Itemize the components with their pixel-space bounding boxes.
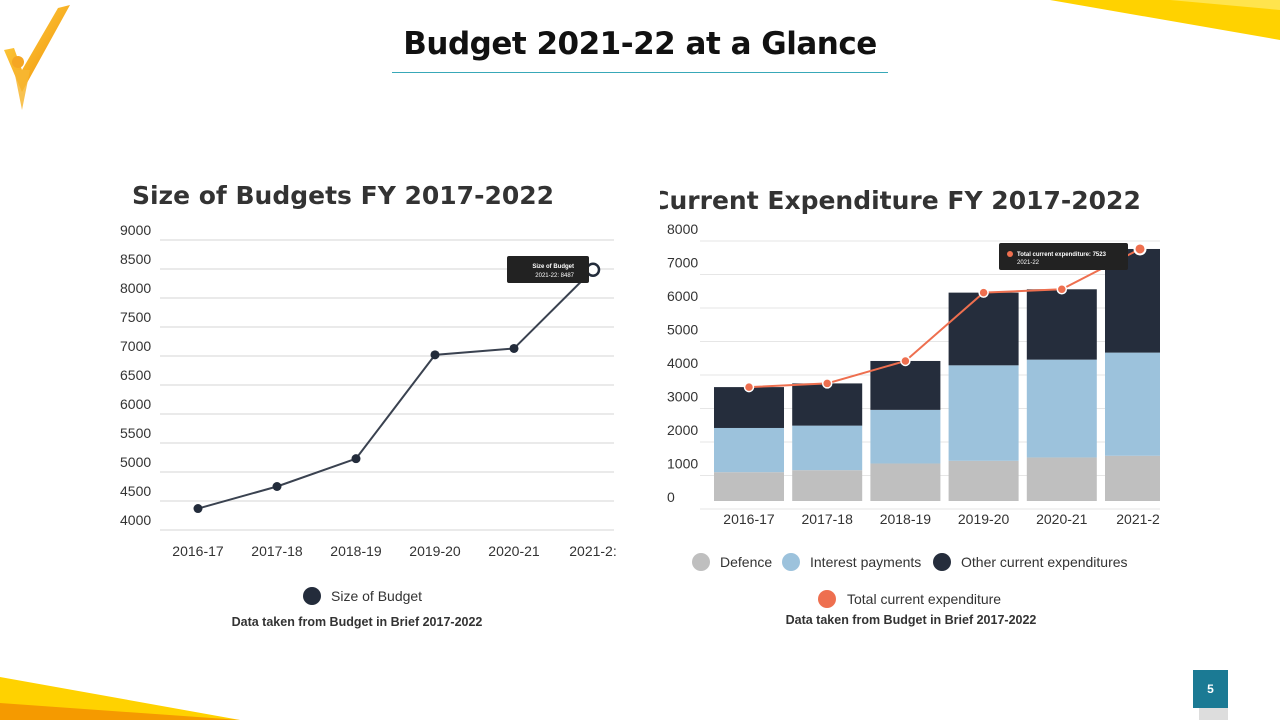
tooltip-title: Size of Budget [532,264,574,270]
y-tick-label: 2000 [667,422,698,438]
bar-interest-payments-2019-20[interactable] [948,365,1019,461]
legend-marker-size-of-budget [303,587,321,605]
bar-defence-2018-19[interactable] [870,463,941,501]
x-tick-label: 2021-2: [569,543,616,559]
bar-defence-2016-17[interactable] [714,472,784,501]
y-tick-label: 6000 [667,288,698,304]
line-point-2019-20[interactable] [978,287,989,298]
tooltip-label: 2021-22: 8487 [535,273,574,279]
data-point-2018-19[interactable] [351,454,361,464]
data-point-2017-18[interactable] [272,482,282,491]
legend-marker-other-current-expenditures [933,553,951,571]
data-point-2020-21[interactable] [509,343,519,353]
y-tick-label: 9000 [120,222,151,238]
legend-label: Other current expenditures [961,554,1128,570]
line-point-2016-17[interactable] [743,381,755,393]
y-tick-label: 6000 [120,396,151,412]
legend-label: Total current expenditure [847,591,1001,607]
x-tick-label: 2019-20 [409,543,461,559]
bar-interest-payments-2020-21[interactable] [1026,359,1097,458]
page-number-badge: 5 [1193,670,1228,708]
y-tick-label: 4000 [667,355,698,371]
bottom-left-accent [0,677,240,720]
bar-interest-payments-2021-22[interactable] [1105,352,1160,456]
y-tick-label: 8000 [120,280,151,296]
legend-marker-interest-payments [782,553,800,571]
bar-defence-2019-20[interactable] [948,460,1019,501]
tooltip: Size of Budget 2021-22: 8487 [507,256,589,283]
y-tick-label: 6500 [120,367,151,383]
slide-title: Budget 2021-22 at a Glance [403,26,877,62]
line-point-2020-21[interactable] [1056,284,1068,295]
x-tick-label: 2021-2: [1116,511,1160,527]
bar-other-current-expenditures-2019-20[interactable] [948,292,1019,366]
data-point-2019-20[interactable] [430,350,440,360]
x-tick-label: 2016-17 [172,543,224,559]
bar-other-current-expenditures-2016-17[interactable] [714,387,784,428]
bar-defence-2020-21[interactable] [1026,457,1097,501]
data-point-2016-17[interactable] [193,504,203,514]
series-line-total-current-expenditure [748,248,1141,389]
legend-label: Defence [720,554,772,570]
bar-defence-2017-18[interactable] [792,470,863,501]
series-line-size-of-budget [197,269,594,510]
y-tick-label: 0 [667,489,675,505]
x-tick-label: 2018-19 [330,543,382,559]
tooltip-title: Total current expenditure: 7523 [1017,252,1107,258]
current-expenditure-chart: Current Expenditure FY 2017-2022 8000 700… [660,186,1160,627]
title-underline [392,72,888,73]
bar-other-current-expenditures-2020-21[interactable] [1026,289,1097,360]
line-point-2018-19[interactable] [900,355,911,367]
y-tick-label: 4000 [120,512,151,528]
bar-interest-payments-2018-19[interactable] [870,409,941,464]
legend-marker-defence [692,553,710,571]
y-tick-label: 7500 [120,309,151,325]
y-tick-label: 5500 [120,425,151,441]
page-number-strip [1199,708,1228,720]
x-tick-label: 2017-18 [251,543,303,559]
bar-other-current-expenditures-2017-18[interactable] [792,383,863,426]
y-tick-label: 3000 [667,389,698,405]
chart-title: Current Expenditure FY 2017-2022 [660,186,1141,215]
y-tick-label: 5000 [667,322,698,338]
y-tick-label: 8500 [120,251,151,267]
legend-marker-total-current-expenditure [818,590,836,608]
y-tick-label: 7000 [667,255,698,271]
x-tick-label: 2018-19 [880,511,932,527]
line-point-2021-22[interactable] [1133,242,1147,256]
chart-title: Size of Budgets FY 2017-2022 [132,181,554,210]
legend-label: Interest payments [810,554,921,570]
bar-other-current-expenditures-2018-19[interactable] [870,360,941,410]
x-tick-label: 2020-21 [1036,511,1088,527]
bar-interest-payments-2017-18[interactable] [792,425,863,471]
x-tick-label: 2019-20 [958,511,1010,527]
bar-interest-payments-2016-17[interactable] [714,427,784,473]
y-tick-label: 4500 [120,483,151,499]
y-tick-label: 8000 [667,221,698,237]
line-point-2017-18[interactable] [821,378,833,389]
y-tick-label: 7000 [120,338,151,354]
chart-source-note: Data taken from Budget in Brief 2017-202… [786,613,1037,627]
bar-defence-2021-22[interactable] [1105,455,1160,501]
legend-label-size-of-budget: Size of Budget [331,588,422,604]
y-tick-label: 5000 [120,454,151,470]
y-tick-label: 1000 [667,456,698,472]
checkmark-logo-icon [4,5,70,110]
tooltip-label: 2021-22 [1017,260,1040,266]
chart-source-note: Data taken from Budget in Brief 2017-202… [232,615,483,629]
size-of-budgets-chart: Size of Budgets FY 2017-2022 9000 8500 800… [120,181,617,629]
top-right-accent [1050,0,1280,40]
tooltip: Total current expenditure: 7523 2021-22 [999,243,1128,270]
x-tick-label: 2017-18 [802,511,854,527]
x-tick-label: 2020-21 [488,543,540,559]
x-tick-label: 2016-17 [723,511,775,527]
